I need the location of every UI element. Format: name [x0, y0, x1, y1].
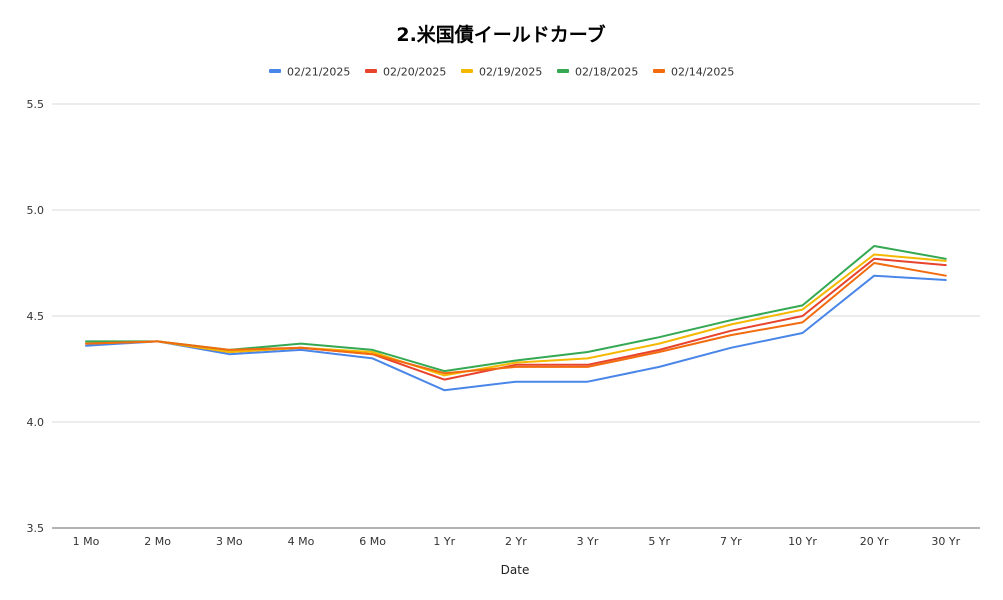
x-tick-label: 5 Yr: [648, 535, 670, 548]
legend-item: 02/20/2025: [365, 66, 446, 79]
legend-label: 02/19/2025: [479, 66, 542, 79]
legend-swatch: [461, 69, 473, 73]
x-tick-label: 10 Yr: [788, 535, 817, 548]
y-tick-label: 4.5: [27, 310, 45, 323]
x-tick-label: 3 Mo: [216, 535, 243, 548]
x-axis-label: Date: [501, 563, 530, 577]
series-line-02-14-2025: [85, 262, 947, 375]
x-tick-label: 7 Yr: [720, 535, 742, 548]
x-tick-label: 1 Yr: [433, 535, 455, 548]
chart-title: 2.米国債イールドカーブ: [396, 23, 605, 46]
legend-swatch: [653, 69, 665, 73]
legend-item: 02/18/2025: [557, 66, 638, 79]
x-tick-label: 2 Mo: [144, 535, 171, 548]
legend-label: 02/21/2025: [287, 66, 350, 79]
legend-label: 02/20/2025: [383, 66, 446, 79]
legend-swatch: [557, 69, 569, 73]
x-tick-label: 1 Mo: [73, 535, 100, 548]
legend: 02/21/2025 02/20/2025 02/19/2025 02/18/2025…: [269, 66, 734, 79]
y-tick-label: 3.5: [27, 522, 45, 535]
x-tick-label: 30 Yr: [931, 535, 960, 548]
x-axis-ticks: 1 Mo 2 Mo 3 Mo 4 Mo 6 Mo 1 Yr 2 Yr 3 Yr 5 Yr 7 Yr…: [73, 535, 961, 548]
legend-label: 02/18/2025: [575, 66, 638, 79]
y-tick-label: 4.0: [27, 416, 45, 429]
x-tick-label: 20 Yr: [860, 535, 889, 548]
legend-swatch: [365, 69, 377, 73]
legend-item: 02/14/2025: [653, 66, 734, 79]
y-axis-ticks: 3.5 4.0 4.5 5.0 5.5: [27, 98, 45, 535]
y-tick-label: 5.0: [27, 204, 45, 217]
legend-item: 02/21/2025: [269, 66, 350, 79]
legend-label: 02/14/2025: [671, 66, 734, 79]
x-tick-label: 4 Mo: [288, 535, 315, 548]
x-tick-label: 2 Yr: [505, 535, 527, 548]
series-line-02-21-2025: [85, 274, 947, 392]
legend-item: 02/19/2025: [461, 66, 542, 79]
legend-swatch: [269, 69, 281, 73]
gridlines: [52, 103, 980, 529]
y-tick-label: 5.5: [27, 98, 45, 111]
x-tick-label: 3 Yr: [577, 535, 599, 548]
series-lines: [85, 245, 947, 392]
series-line-02-19-2025: [85, 253, 947, 377]
x-tick-label: 6 Mo: [359, 535, 386, 548]
